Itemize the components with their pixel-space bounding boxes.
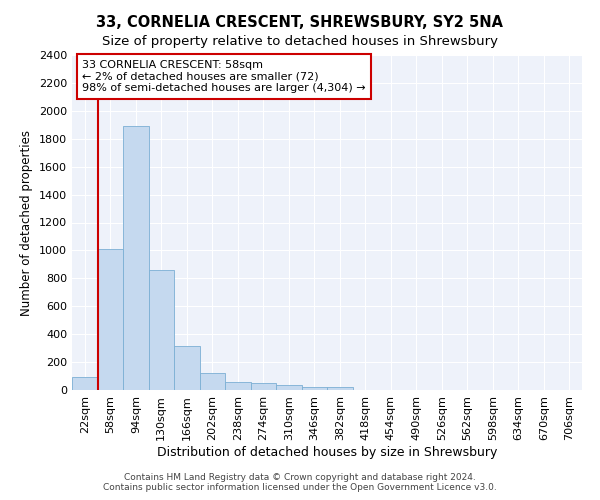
Bar	[123, 126, 149, 390]
Text: Size of property relative to detached houses in Shrewsbury: Size of property relative to detached ho…	[102, 35, 498, 48]
Text: 33, CORNELIA CRESCENT, SHREWSBURY, SY2 5NA: 33, CORNELIA CRESCENT, SHREWSBURY, SY2 5…	[97, 15, 503, 30]
Bar	[251, 383, 276, 390]
Bar	[302, 387, 327, 390]
Text: Contains HM Land Registry data © Crown copyright and database right 2024.
Contai: Contains HM Land Registry data © Crown c…	[103, 473, 497, 492]
Bar	[276, 385, 302, 390]
Bar	[174, 346, 199, 390]
Bar	[72, 378, 97, 390]
Bar	[149, 270, 174, 390]
Bar	[97, 249, 123, 390]
Bar	[327, 387, 353, 390]
Text: 33 CORNELIA CRESCENT: 58sqm
← 2% of detached houses are smaller (72)
98% of semi: 33 CORNELIA CRESCENT: 58sqm ← 2% of deta…	[82, 60, 366, 93]
Bar	[225, 382, 251, 390]
Y-axis label: Number of detached properties: Number of detached properties	[20, 130, 34, 316]
Bar	[199, 373, 225, 390]
X-axis label: Distribution of detached houses by size in Shrewsbury: Distribution of detached houses by size …	[157, 446, 497, 458]
